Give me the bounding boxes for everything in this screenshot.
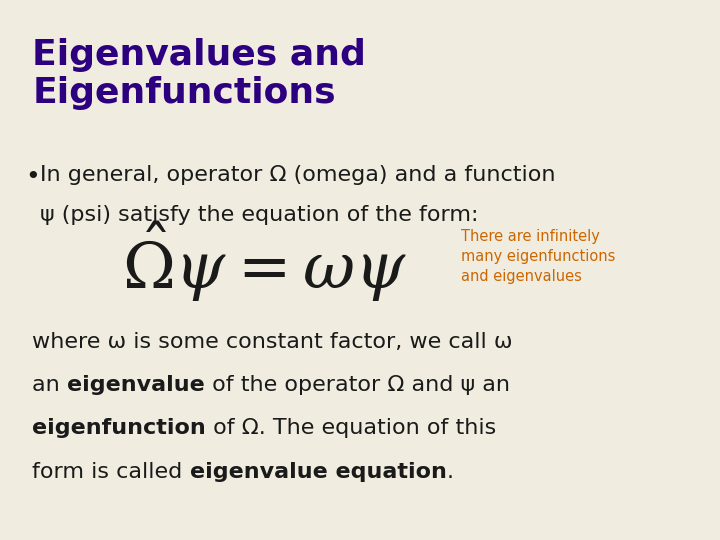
Text: eigenfunction: eigenfunction [32,418,206,438]
Text: ψ (psi) satisfy the equation of the form:: ψ (psi) satisfy the equation of the form… [40,205,478,225]
Text: $\hat{\Omega}\psi = \omega\psi$: $\hat{\Omega}\psi = \omega\psi$ [122,220,408,304]
Text: where ω is some constant factor, we call ω: where ω is some constant factor, we call… [32,332,513,352]
Text: •: • [25,165,40,188]
Text: an: an [32,375,67,395]
Text: eigenvalue: eigenvalue [67,375,205,395]
Text: of Ω. The equation of this: of Ω. The equation of this [206,418,496,438]
Text: eigenvalue equation: eigenvalue equation [190,462,446,482]
Text: There are infinitely
many eigenfunctions
and eigenvalues: There are infinitely many eigenfunctions… [461,229,615,284]
Text: Eigenvalues and
Eigenfunctions: Eigenvalues and Eigenfunctions [32,38,366,110]
Text: .: . [446,462,454,482]
Text: In general, operator Ω (omega) and a function: In general, operator Ω (omega) and a fun… [40,165,555,185]
Text: of the operator Ω and ψ an: of the operator Ω and ψ an [205,375,510,395]
Text: form is called: form is called [32,462,190,482]
